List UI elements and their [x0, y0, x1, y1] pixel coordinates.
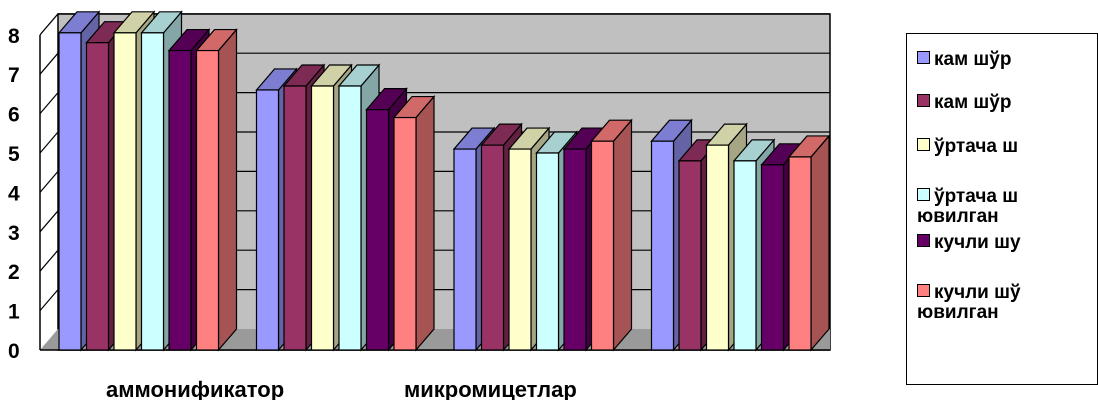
- legend-swatch: [917, 51, 930, 64]
- legend: кам шўр кам шўр ўртача ш ўртача ш ювилган ку…: [906, 33, 1098, 385]
- bar: [195, 27, 238, 352]
- legend-label: кам шўр: [934, 92, 1012, 113]
- y-tick-label: 1: [8, 301, 20, 324]
- gridline-side: [39, 92, 59, 114]
- legend-label: ўртача ш ювилган: [917, 186, 1019, 227]
- bar-chart: 0 1 2 3 4 5 6 7 8 аммонификатор микромицетлар: [8, 10, 831, 400]
- gridline-side: [39, 131, 59, 154]
- y-tick-label: 2: [8, 261, 20, 284]
- bar: [392, 94, 436, 352]
- legend-label: кам шўр: [934, 49, 1012, 70]
- x-category-label: микромицетлар: [404, 377, 577, 400]
- legend-label: ўртача ш: [934, 136, 1019, 157]
- bar-series: [57, 10, 831, 352]
- y-axis-ticks: 0 1 2 3 4 5 6 7 8: [8, 25, 20, 363]
- gridline-side: [39, 13, 59, 36]
- legend-swatch: [917, 234, 930, 247]
- x-category-label: аммонификатор: [106, 377, 284, 400]
- legend-item: кучли шў ювилган: [917, 283, 1021, 323]
- legend-swatch: [917, 138, 930, 151]
- legend-swatch: [917, 188, 930, 201]
- x-axis-categories: аммонификатор микромицетлар: [106, 377, 577, 400]
- y-tick-label: 7: [8, 64, 20, 87]
- gridline-side: [39, 289, 59, 311]
- gridline-side: [39, 249, 59, 272]
- y-tick-label: 8: [8, 25, 20, 48]
- legend-item: ўртача ш: [917, 137, 1018, 157]
- bar: [787, 134, 831, 352]
- legend-item: кучли шу: [917, 233, 1021, 253]
- y-tick-label: 4: [8, 182, 20, 205]
- legend-item: ўртача ш ювилган: [917, 187, 1018, 227]
- legend-item: кам шўр: [917, 50, 1011, 70]
- bar: [590, 118, 633, 352]
- legend-swatch: [917, 94, 930, 107]
- gridline-side: [39, 52, 59, 75]
- floor: [40, 329, 830, 350]
- gridline-side: [39, 171, 59, 193]
- gridline-side: [39, 210, 59, 233]
- y-tick-label: 0: [8, 340, 20, 363]
- y-tick-label: 3: [8, 222, 20, 245]
- y-tick-label: 6: [8, 104, 20, 127]
- legend-item: кам шўр: [917, 93, 1011, 113]
- y-tick-label: 5: [8, 143, 20, 166]
- legend-swatch: [917, 284, 930, 297]
- legend-label: кучли шў ювилган: [917, 282, 1021, 323]
- legend-label: кучли шу: [934, 232, 1021, 253]
